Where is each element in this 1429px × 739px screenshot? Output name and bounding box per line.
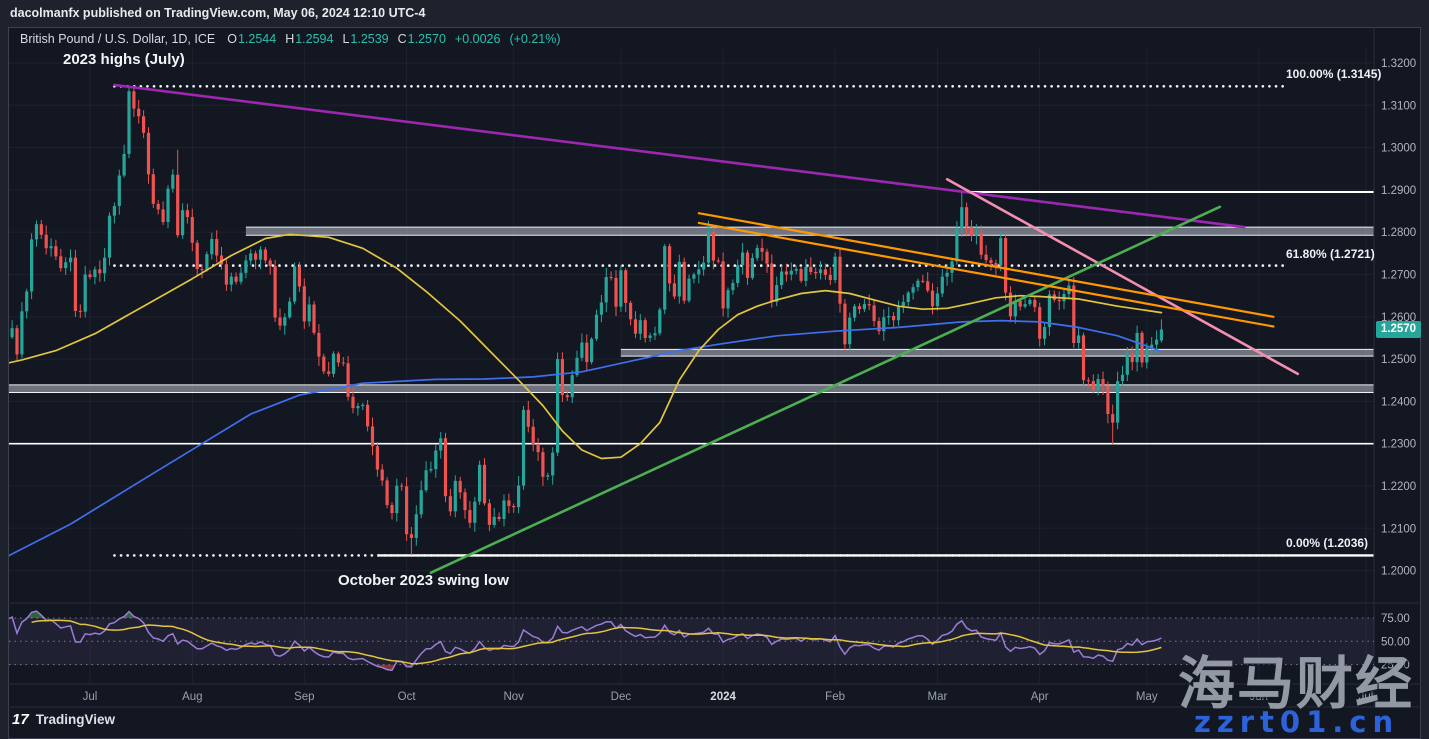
- rsi-ma-line: [31, 619, 1162, 665]
- tradingview-brand[interactable]: TradingView: [35, 712, 115, 727]
- svg-text:1.2700: 1.2700: [1381, 270, 1416, 282]
- price-pane: [9, 83, 1374, 575]
- time-axis-label: Dec: [611, 691, 632, 703]
- svg-text:1.2000: 1.2000: [1381, 566, 1416, 578]
- time-axis-label: Aug: [182, 691, 202, 703]
- time-axis-label: Apr: [1031, 691, 1049, 703]
- grid-lines: [9, 47, 1374, 684]
- annotation-october-swing-low: October 2023 swing low: [338, 572, 509, 589]
- svg-text:1.2400: 1.2400: [1381, 396, 1416, 408]
- watermark-site-name: 海马财经: [1178, 651, 1414, 717]
- chart-frame: [8, 27, 1421, 739]
- fib-label-618: 61.80% (1.2721): [1286, 246, 1375, 261]
- publish-caption: dacolmanfx published on TradingView.com,…: [10, 6, 426, 20]
- time-axis-label: Nov: [503, 691, 524, 703]
- ohlc-open: O1.2544: [227, 32, 277, 46]
- symbol-title: British Pound / U.S. Dollar, 1D, ICE: [20, 32, 216, 46]
- time-axis-label: Jun: [1250, 691, 1269, 703]
- footer: 17 TradingView: [12, 711, 115, 728]
- last-price-badge: 1.2570: [1376, 320, 1421, 338]
- price-axis: 1.2000 1.2100 1.2200 1.2300 1.2400 1.2500 1.26…: [1381, 58, 1416, 672]
- time-axis-label: Oct: [398, 691, 417, 703]
- time-axis-label: Mar: [927, 691, 947, 703]
- svg-text:25.00: 25.00: [1381, 660, 1410, 672]
- svg-text:50.00: 50.00: [1381, 636, 1410, 648]
- svg-text:1.3000: 1.3000: [1381, 143, 1416, 155]
- slow-ma-line: [9, 319, 1163, 557]
- svg-text:1.2100: 1.2100: [1381, 523, 1416, 535]
- time-axis-label: Jul: [1359, 691, 1374, 703]
- supply-demand-zone: [9, 384, 1374, 393]
- time-axis-label: Feb: [825, 691, 845, 703]
- time-axis-label: May: [1136, 691, 1158, 703]
- svg-text:1.3100: 1.3100: [1381, 100, 1416, 112]
- svg-text:1.2800: 1.2800: [1381, 227, 1416, 239]
- time-axis-label: Sep: [294, 691, 314, 703]
- ohlc-low: L1.2539: [342, 32, 389, 46]
- svg-text:75.00: 75.00: [1381, 613, 1410, 625]
- purple-downtrend-line: [113, 83, 1246, 229]
- ohlc-high: H1.2594: [285, 32, 334, 46]
- fib-label-0: 0.00% (1.2036): [1286, 536, 1369, 551]
- svg-text:1.2500: 1.2500: [1381, 354, 1416, 366]
- svg-text:1.2900: 1.2900: [1381, 185, 1416, 197]
- time-axis: Jul Aug Sep Oct Nov Dec 2024 Feb Mar Apr May Jun Jul: [83, 691, 1374, 703]
- tradingview-logo-icon: 17: [12, 711, 29, 728]
- time-axis-label: Jul: [83, 691, 98, 703]
- orange-channel-lower: [697, 221, 1275, 328]
- pink-downtrend-line: [945, 178, 1300, 376]
- ohlc-close: C1.2570: [397, 32, 446, 46]
- price-change: +0.0026: [454, 32, 501, 46]
- price-change-percent: (+0.21%): [509, 32, 561, 46]
- symbol-legend: British Pound / U.S. Dollar, 1D, ICE O1.…: [20, 32, 561, 46]
- fast-ma-line: [9, 233, 1163, 460]
- green-uptrend-line: [429, 205, 1222, 575]
- time-axis-label: 2024: [710, 691, 736, 703]
- svg-text:1.2200: 1.2200: [1381, 481, 1416, 493]
- annotation-2023-highs: 2023 highs (July): [63, 51, 185, 68]
- svg-text:1.2300: 1.2300: [1381, 439, 1416, 451]
- watermark-site-url: zzrt01.cn: [1194, 705, 1400, 739]
- fib-label-100: 100.00% (1.3145): [1286, 67, 1382, 82]
- rsi-pane: [9, 610, 1374, 672]
- supply-demand-zone: [620, 348, 1374, 357]
- svg-text:1.2600: 1.2600: [1381, 312, 1416, 324]
- supply-demand-zone: [245, 226, 1374, 236]
- svg-text:1.3200: 1.3200: [1381, 58, 1416, 70]
- candlestick-series: [10, 85, 1163, 555]
- rsi-line: [9, 610, 1162, 672]
- orange-channel-upper: [697, 212, 1275, 318]
